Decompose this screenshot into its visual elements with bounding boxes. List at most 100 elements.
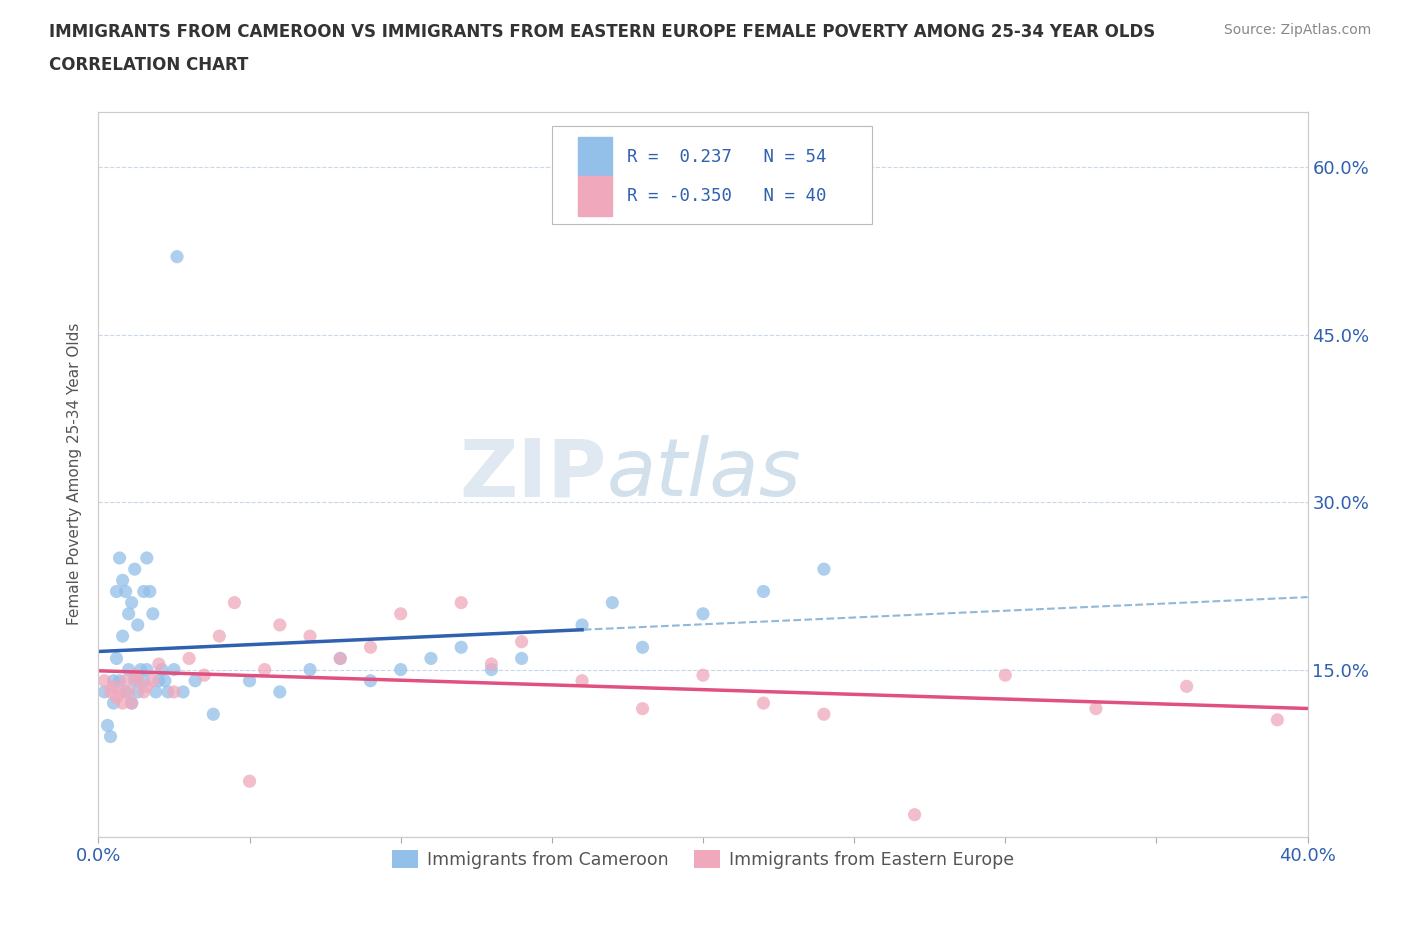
Bar [578, 176, 613, 216]
Point [269, 618, 291, 632]
Point [108, 684, 131, 699]
Point [1085, 701, 1108, 716]
Point [813, 707, 835, 722]
Point [329, 651, 352, 666]
Point [631, 701, 654, 716]
Point [299, 629, 322, 644]
Point [329, 651, 352, 666]
Point [118, 606, 141, 621]
Point [93, 684, 115, 699]
Point [510, 651, 533, 666]
Point [253, 662, 276, 677]
Point [510, 634, 533, 649]
Point [360, 640, 382, 655]
Point [360, 673, 382, 688]
Point [602, 595, 624, 610]
Point [118, 662, 141, 677]
Point [166, 249, 188, 264]
Text: R =  0.237   N = 54: R = 0.237 N = 54 [627, 148, 827, 166]
Point [132, 584, 155, 599]
Point [124, 668, 146, 683]
Point [108, 551, 131, 565]
Point [121, 696, 143, 711]
Point [100, 729, 122, 744]
Point [202, 707, 225, 722]
Point [813, 562, 835, 577]
Point [103, 673, 125, 688]
Point [111, 573, 134, 588]
Point [132, 673, 155, 688]
Point [103, 679, 125, 694]
Point [481, 662, 503, 677]
Point [208, 629, 231, 644]
Text: atlas: atlas [606, 435, 801, 513]
Point [163, 662, 186, 677]
Point [121, 696, 143, 711]
Point [129, 662, 152, 677]
Point [114, 584, 136, 599]
Point [127, 673, 149, 688]
Point [179, 651, 201, 666]
Point [114, 684, 136, 699]
Point [752, 584, 775, 599]
Bar [578, 137, 613, 177]
Point [571, 673, 593, 688]
Point [239, 673, 262, 688]
Text: IMMIGRANTS FROM CAMEROON VS IMMIGRANTS FROM EASTERN EUROPE FEMALE POVERTY AMONG : IMMIGRANTS FROM CAMEROON VS IMMIGRANTS F… [49, 23, 1156, 41]
Point [148, 673, 170, 688]
Y-axis label: Female Poverty Among 25-34 Year Olds: Female Poverty Among 25-34 Year Olds [67, 323, 83, 626]
Point [184, 673, 207, 688]
Point [127, 618, 149, 632]
Point [135, 551, 157, 565]
Point [118, 684, 141, 699]
Point [450, 640, 472, 655]
Text: Source: ZipAtlas.com: Source: ZipAtlas.com [1223, 23, 1371, 37]
Point [105, 690, 128, 705]
Point [124, 673, 146, 688]
Point [163, 684, 186, 699]
Point [96, 718, 118, 733]
Point [124, 562, 146, 577]
Text: R = -0.350   N = 40: R = -0.350 N = 40 [627, 187, 827, 205]
Point [114, 673, 136, 688]
Point [105, 584, 128, 599]
Point [692, 606, 714, 621]
Point [111, 696, 134, 711]
Point [420, 651, 443, 666]
Point [299, 662, 322, 677]
Point [108, 673, 131, 688]
Legend: Immigrants from Cameroon, Immigrants from Eastern Europe: Immigrants from Cameroon, Immigrants fro… [385, 843, 1021, 875]
FancyBboxPatch shape [551, 126, 872, 224]
Point [103, 696, 125, 711]
Point [1175, 679, 1198, 694]
Point [994, 668, 1017, 683]
Text: ZIP: ZIP [458, 435, 606, 513]
Point [121, 595, 143, 610]
Point [127, 684, 149, 699]
Point [93, 673, 115, 688]
Point [153, 673, 176, 688]
Point [450, 595, 472, 610]
Point [111, 629, 134, 644]
Point [135, 662, 157, 677]
Point [142, 606, 165, 621]
Point [142, 673, 165, 688]
Point [150, 662, 173, 677]
Point [389, 606, 412, 621]
Point [904, 807, 927, 822]
Point [172, 684, 194, 699]
Point [193, 668, 215, 683]
Text: CORRELATION CHART: CORRELATION CHART [49, 56, 249, 73]
Point [145, 684, 167, 699]
Point [389, 662, 412, 677]
Point [132, 684, 155, 699]
Point [1267, 712, 1289, 727]
Point [100, 684, 122, 699]
Point [239, 774, 262, 789]
Point [139, 584, 162, 599]
Point [631, 640, 654, 655]
Point [752, 696, 775, 711]
Point [692, 668, 714, 683]
Point [269, 684, 291, 699]
Point [571, 618, 593, 632]
